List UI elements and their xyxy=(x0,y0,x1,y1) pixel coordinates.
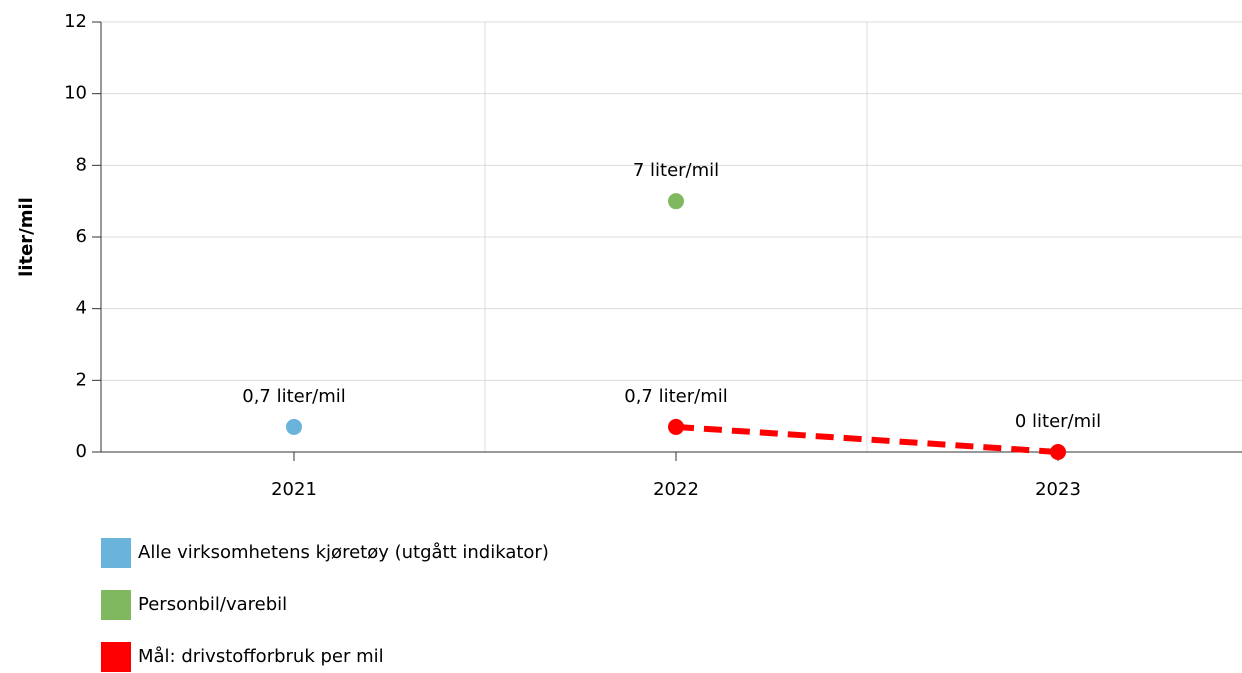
data-label: 0,7 liter/mil xyxy=(624,386,727,407)
x-tick-label: 2021 xyxy=(271,479,317,500)
x-tick-label: 2023 xyxy=(1035,479,1081,500)
legend-label: Alle virksomhetens kjøretøy (utgått indi… xyxy=(138,542,549,563)
legend-label: Personbil/varebil xyxy=(138,594,287,615)
legend-label: Mål: drivstofforbruk per mil xyxy=(138,646,384,667)
y-tick-label: 12 xyxy=(64,11,87,32)
legend-swatch xyxy=(101,538,131,568)
y-axis-label: liter/mil xyxy=(16,197,37,277)
data-point xyxy=(286,418,302,435)
y-tick-label: 2 xyxy=(76,369,87,390)
legend-swatch xyxy=(101,590,131,620)
x-tick-label: 2022 xyxy=(653,479,699,500)
series-line xyxy=(675,423,1059,455)
legend-swatch xyxy=(101,642,131,672)
data-point xyxy=(668,418,684,435)
data-label: 7 liter/mil xyxy=(633,160,719,181)
data-label: 0,7 liter/mil xyxy=(242,386,345,407)
y-tick-label: 6 xyxy=(76,226,87,247)
data-point xyxy=(1050,444,1066,460)
y-tick-label: 8 xyxy=(76,154,87,175)
y-tick-label: 0 xyxy=(76,441,87,462)
y-tick-label: 4 xyxy=(76,298,87,319)
data-label: 0 liter/mil xyxy=(1015,411,1101,432)
y-tick-label: 10 xyxy=(64,83,87,104)
data-point xyxy=(668,193,684,210)
